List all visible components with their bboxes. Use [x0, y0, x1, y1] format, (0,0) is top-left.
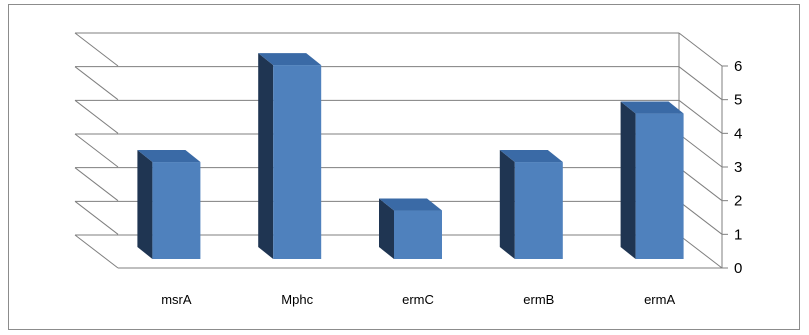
x-category-label: ermA [644, 292, 675, 307]
bar-top [620, 101, 684, 114]
bar-side [499, 150, 515, 259]
bars [137, 53, 684, 259]
y-tick-label: 1 [734, 226, 742, 243]
gridline-depth [678, 133, 723, 168]
y-tick-label: 0 [734, 260, 742, 277]
bar-top [499, 150, 563, 163]
y-tick-label: 4 [734, 125, 742, 142]
gridline-left-depth [74, 200, 119, 235]
bar-front [394, 210, 442, 259]
bar-side [379, 198, 394, 259]
bar-side [620, 101, 636, 259]
gridline-depth [678, 66, 723, 101]
bar-ermB [499, 150, 563, 259]
bar-side [137, 150, 153, 259]
y-tick-label: 3 [734, 159, 742, 176]
x-category-label: ermC [402, 292, 434, 307]
y-tick-label: 6 [734, 58, 742, 75]
gridline-left-depth [74, 133, 119, 168]
bar-top [258, 53, 322, 66]
x-category-label: Mphc [281, 292, 313, 307]
gridline-depth [678, 99, 723, 134]
gridline-depth [678, 32, 723, 67]
y-axis-ticks: 0 1 2 3 4 5 6 [734, 58, 742, 277]
bar-front [152, 162, 201, 259]
bar-front [514, 162, 563, 259]
gridline-depth [678, 167, 723, 202]
x-category-label: ermB [523, 292, 554, 307]
bar-top [379, 198, 442, 211]
gridline-left-depth [74, 167, 119, 202]
gridline-depth [678, 234, 723, 269]
y-tick-label: 5 [734, 92, 742, 109]
bar-top [137, 150, 201, 163]
bar-front [273, 65, 322, 259]
bar-side [258, 53, 274, 259]
bar-front [635, 113, 684, 259]
y-tick-label: 2 [734, 193, 742, 210]
bar-ermA [620, 101, 684, 259]
x-axis-labels: msrA Mphc ermC ermB ermA [161, 292, 675, 307]
gridline-left-depth [74, 32, 119, 67]
gridline-left-depth [74, 234, 119, 269]
bar-Mphc [258, 53, 322, 259]
gridline-left-depth [74, 66, 119, 101]
bar-msrA [137, 150, 201, 259]
gridline-depth [678, 200, 723, 235]
x-category-label: msrA [161, 292, 192, 307]
gridline-left-depth [74, 99, 119, 134]
bar-ermC [379, 198, 442, 259]
